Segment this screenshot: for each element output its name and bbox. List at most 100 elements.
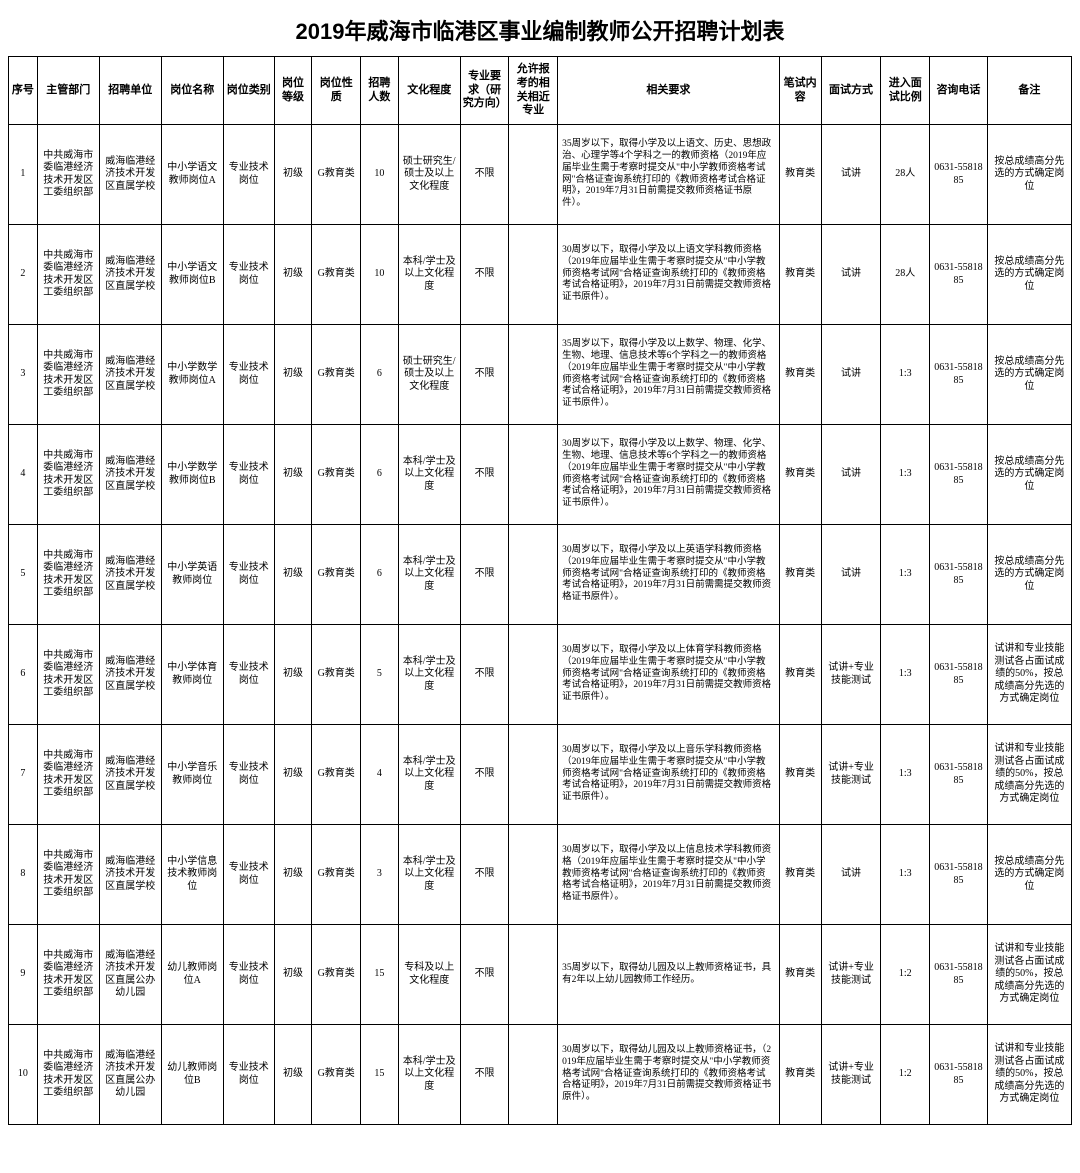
table-cell: 4 — [9, 425, 38, 525]
table-cell: 0631-5581885 — [930, 825, 988, 925]
col-header: 备注 — [987, 57, 1071, 125]
col-header: 岗位类别 — [223, 57, 274, 125]
table-cell: 试讲 — [821, 525, 881, 625]
table-row: 6中共威海市委临港经济技术开发区工委组织部威海临港经济技术开发区直属学校中小学体… — [9, 625, 1072, 725]
table-cell: 中小学语文教师岗位B — [161, 225, 223, 325]
table-cell: 试讲 — [821, 825, 881, 925]
table-cell: 按总成绩高分先选的方式确定岗位 — [987, 325, 1071, 425]
table-cell: 不限 — [460, 725, 509, 825]
table-cell: 教育类 — [779, 925, 821, 1025]
table-cell: 中共威海市委临港经济技术开发区工委组织部 — [37, 125, 99, 225]
table-row: 7中共威海市委临港经济技术开发区工委组织部威海临港经济技术开发区直属学校中小学音… — [9, 725, 1072, 825]
table-cell: 28人 — [881, 225, 930, 325]
table-cell: 1:3 — [881, 425, 930, 525]
table-cell: 6 — [361, 525, 399, 625]
table-cell: 专业技术岗位 — [223, 225, 274, 325]
table-cell: 中共威海市委临港经济技术开发区工委组织部 — [37, 625, 99, 725]
table-row: 8中共威海市委临港经济技术开发区工委组织部威海临港经济技术开发区直属学校中小学信… — [9, 825, 1072, 925]
table-cell: 试讲+专业技能测试 — [821, 725, 881, 825]
table-cell: 试讲和专业技能测试各占面试成绩的50%，按总成绩高分先选的方式确定岗位 — [987, 925, 1071, 1025]
table-cell: 30周岁以下，取得小学及以上信息技术学科教师资格（2019年应届毕业生需于考察时… — [558, 825, 779, 925]
table-cell: 专业技术岗位 — [223, 325, 274, 425]
table-cell: 试讲和专业技能测试各占面试成绩的50%，按总成绩高分先选的方式确定岗位 — [987, 725, 1071, 825]
table-cell: G教育类 — [312, 225, 361, 325]
table-cell — [509, 1025, 558, 1125]
table-cell: G教育类 — [312, 925, 361, 1025]
table-cell: 教育类 — [779, 725, 821, 825]
table-cell: 3 — [361, 825, 399, 925]
table-cell: 硕士研究生/硕士及以上文化程度 — [398, 325, 460, 425]
table-cell: 初级 — [274, 1025, 312, 1125]
table-cell: 7 — [9, 725, 38, 825]
table-cell: 初级 — [274, 725, 312, 825]
table-cell: 5 — [9, 525, 38, 625]
table-cell: 初级 — [274, 525, 312, 625]
table-cell: 0631-5581885 — [930, 125, 988, 225]
table-cell: 0631-5581885 — [930, 425, 988, 525]
table-cell: 试讲+专业技能测试 — [821, 925, 881, 1025]
col-header: 招聘单位 — [99, 57, 161, 125]
table-cell: 试讲+专业技能测试 — [821, 625, 881, 725]
table-row: 4中共威海市委临港经济技术开发区工委组织部威海临港经济技术开发区直属学校中小学数… — [9, 425, 1072, 525]
table-cell: 教育类 — [779, 325, 821, 425]
table-cell: 试讲和专业技能测试各占面试成绩的50%，按总成绩高分先选的方式确定岗位 — [987, 1025, 1071, 1125]
table-cell: 教育类 — [779, 825, 821, 925]
table-cell: G教育类 — [312, 425, 361, 525]
table-cell: 不限 — [460, 425, 509, 525]
table-cell: 中共威海市委临港经济技术开发区工委组织部 — [37, 525, 99, 625]
table-cell — [509, 225, 558, 325]
table-cell: 6 — [9, 625, 38, 725]
table-cell: 按总成绩高分先选的方式确定岗位 — [987, 825, 1071, 925]
table-cell: 教育类 — [779, 1025, 821, 1125]
table-cell: 威海临港经济技术开发区直属公办幼儿园 — [99, 1025, 161, 1125]
table-cell: 专业技术岗位 — [223, 425, 274, 525]
table-cell: 中共威海市委临港经济技术开发区工委组织部 — [37, 725, 99, 825]
table-cell: G教育类 — [312, 325, 361, 425]
table-cell — [509, 325, 558, 425]
table-cell: 本科/学士及以上文化程度 — [398, 225, 460, 325]
table-cell: 专业技术岗位 — [223, 925, 274, 1025]
table-cell: 30周岁以下，取得幼儿园及以上教师资格证书，（2019年应届毕业生需于考察时提交… — [558, 1025, 779, 1125]
table-cell: 10 — [9, 1025, 38, 1125]
table-cell: G教育类 — [312, 525, 361, 625]
table-cell: 中共威海市委临港经济技术开发区工委组织部 — [37, 825, 99, 925]
table-cell: 威海临港经济技术开发区直属学校 — [99, 425, 161, 525]
col-header: 文化程度 — [398, 57, 460, 125]
table-cell: 不限 — [460, 1025, 509, 1125]
table-cell: 中共威海市委临港经济技术开发区工委组织部 — [37, 925, 99, 1025]
table-cell: 威海临港经济技术开发区直属公办幼儿园 — [99, 925, 161, 1025]
table-cell: 35周岁以下，取得幼儿园及以上教师资格证书，具有2年以上幼儿园教师工作经历。 — [558, 925, 779, 1025]
page-title: 2019年威海市临港区事业编制教师公开招聘计划表 — [8, 14, 1072, 46]
table-cell: 6 — [361, 425, 399, 525]
table-cell — [509, 925, 558, 1025]
table-cell: 初级 — [274, 925, 312, 1025]
table-cell: 试讲 — [821, 225, 881, 325]
table-cell: 10 — [361, 125, 399, 225]
table-cell: 中共威海市委临港经济技术开发区工委组织部 — [37, 425, 99, 525]
table-cell: G教育类 — [312, 825, 361, 925]
table-cell: 专科及以上文化程度 — [398, 925, 460, 1025]
table-cell: 不限 — [460, 825, 509, 925]
table-cell: 0631-5581885 — [930, 525, 988, 625]
table-cell: 教育类 — [779, 125, 821, 225]
table-cell: 教育类 — [779, 525, 821, 625]
table-row: 10中共威海市委临港经济技术开发区工委组织部威海临港经济技术开发区直属公办幼儿园… — [9, 1025, 1072, 1125]
table-cell: G教育类 — [312, 625, 361, 725]
table-cell: 初级 — [274, 325, 312, 425]
table-cell — [509, 425, 558, 525]
table-cell: 按总成绩高分先选的方式确定岗位 — [987, 525, 1071, 625]
table-cell: 本科/学士及以上文化程度 — [398, 425, 460, 525]
table-cell: 中小学英语教师岗位 — [161, 525, 223, 625]
table-cell: 1:2 — [881, 925, 930, 1025]
table-cell: 不限 — [460, 925, 509, 1025]
table-cell: 0631-5581885 — [930, 325, 988, 425]
table-cell — [509, 725, 558, 825]
table-cell: 专业技术岗位 — [223, 525, 274, 625]
table-cell: 专业技术岗位 — [223, 725, 274, 825]
table-cell: 不限 — [460, 125, 509, 225]
table-cell: 中小学语文教师岗位A — [161, 125, 223, 225]
table-cell: 初级 — [274, 825, 312, 925]
col-header: 笔试内容 — [779, 57, 821, 125]
table-cell: 6 — [361, 325, 399, 425]
col-header: 专业要求（研究方向） — [460, 57, 509, 125]
